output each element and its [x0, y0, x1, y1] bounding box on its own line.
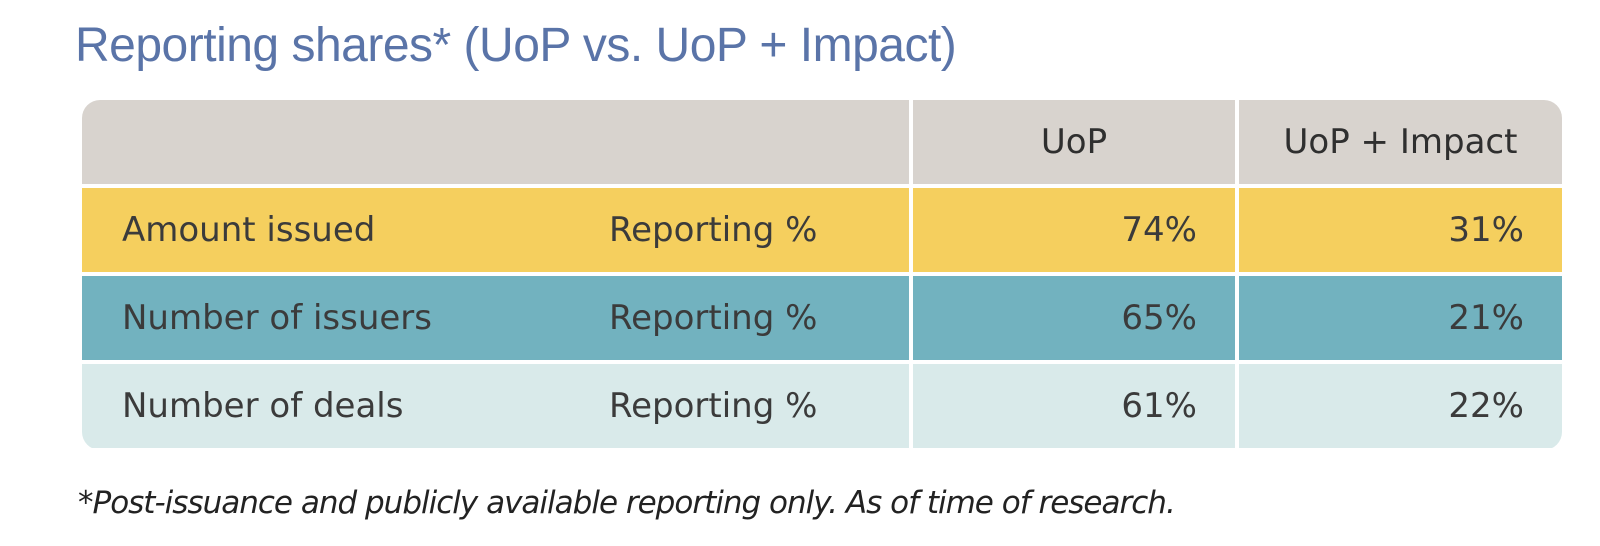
header-uop: UoP	[913, 100, 1235, 184]
row-label: Amount issued	[82, 188, 569, 272]
row-label: Number of deals	[82, 364, 569, 448]
header-blank-cell	[82, 100, 909, 184]
table-header-row: UoP UoP + Impact	[82, 100, 1562, 184]
row-label: Number of issuers	[82, 276, 569, 360]
reporting-shares-table: UoP UoP + Impact Amount issued Reporting…	[82, 100, 1562, 450]
header-uop-impact: UoP + Impact	[1239, 100, 1562, 184]
uop-impact-value: 22%	[1239, 364, 1562, 448]
chart-title: Reporting shares* (UoP vs. UoP + Impact)	[75, 19, 957, 72]
table-row: Amount issued Reporting % 74% 31%	[82, 188, 1562, 272]
uop-value: 65%	[913, 276, 1235, 360]
row-metric: Reporting %	[569, 276, 909, 360]
row-metric: Reporting %	[569, 364, 909, 448]
uop-value: 74%	[913, 188, 1235, 272]
uop-impact-value: 31%	[1239, 188, 1562, 272]
table-row: Number of deals Reporting % 61% 22%	[82, 364, 1562, 448]
footnote: *Post-issuance and publicly available re…	[78, 485, 1176, 521]
uop-impact-value: 21%	[1239, 276, 1562, 360]
row-metric: Reporting %	[569, 188, 909, 272]
table-row: Number of issuers Reporting % 65% 21%	[82, 276, 1562, 360]
uop-value: 61%	[913, 364, 1235, 448]
